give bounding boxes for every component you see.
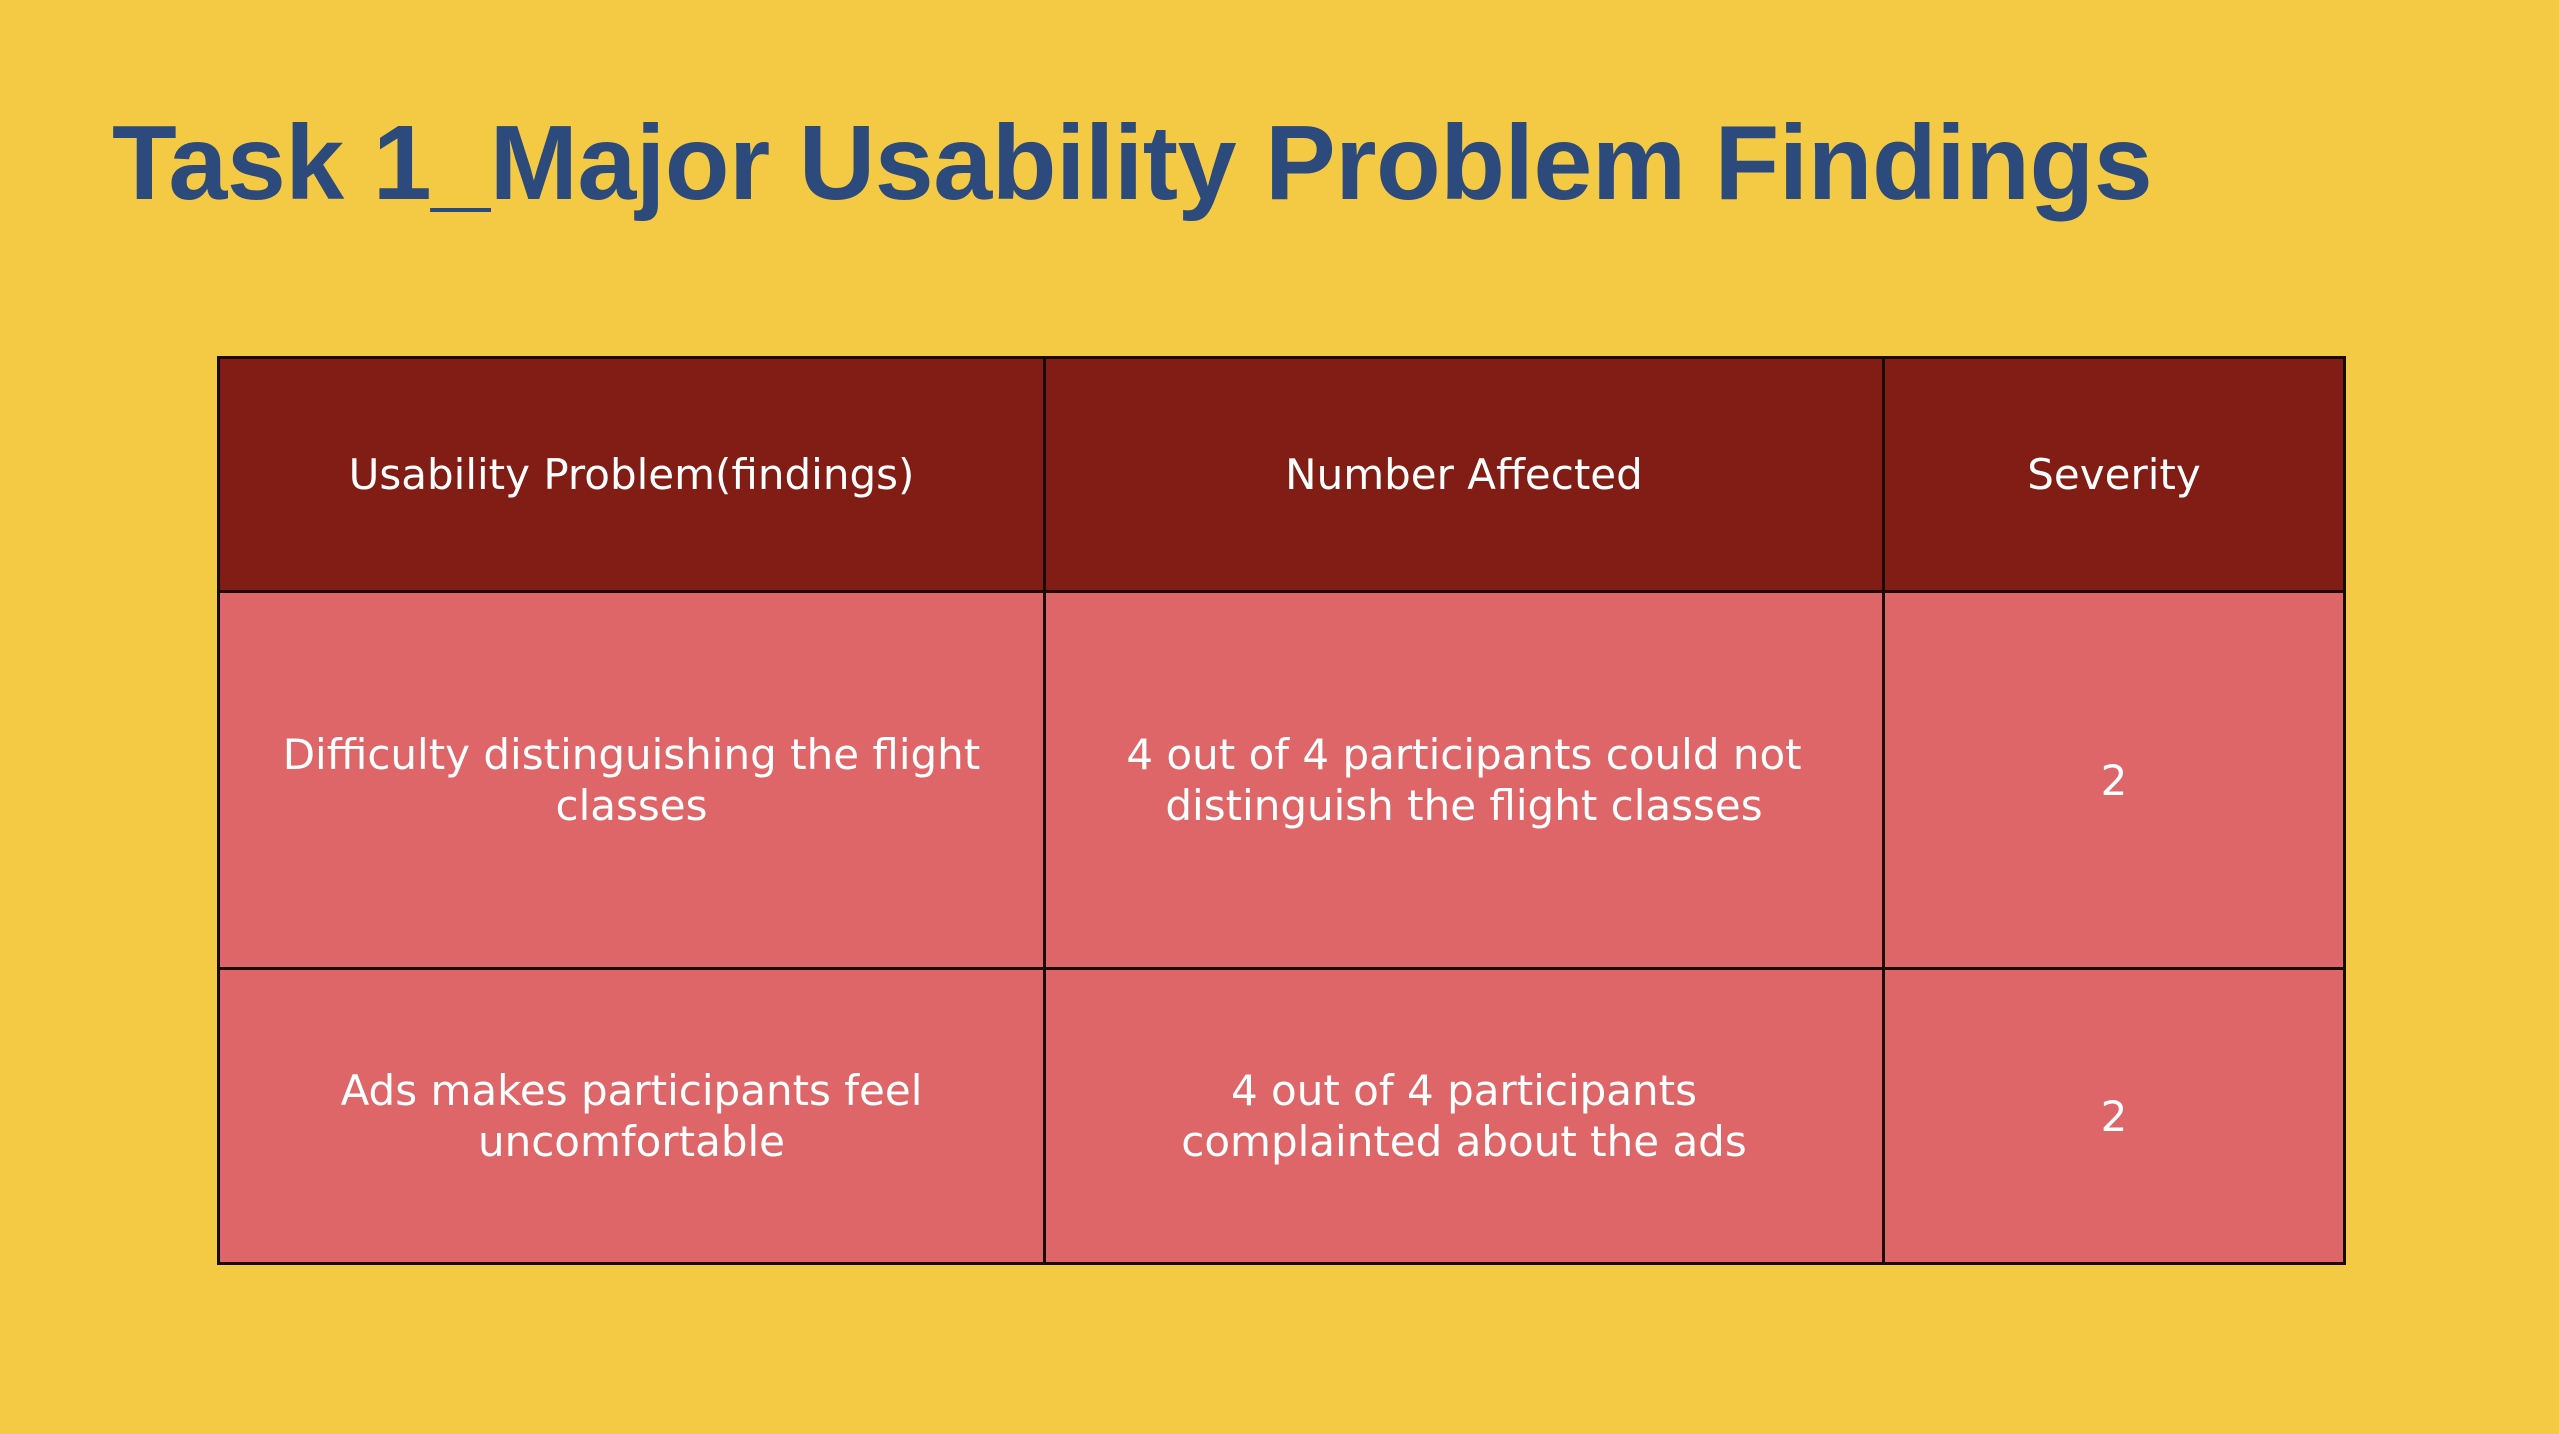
cell-severity: 2: [1882, 590, 2346, 970]
findings-table: Usability Problem(findings) Number Affec…: [217, 356, 2346, 1265]
cell-affected: 4 out of 4 participants could not distin…: [1043, 590, 1885, 970]
cell-problem: Ads makes participants feel uncomfortabl…: [217, 967, 1046, 1265]
header-severity: Severity: [1882, 356, 2346, 593]
cell-severity: 2: [1882, 967, 2346, 1265]
header-usability-problem: Usability Problem(findings): [217, 356, 1046, 593]
cell-affected: 4 out of 4 participants complainted abou…: [1043, 967, 1885, 1265]
slide-title: Task 1_Major Usability Problem Findings: [112, 104, 2153, 222]
cell-problem: Difficulty distinguishing the flight cla…: [217, 590, 1046, 970]
table-row: Difficulty distinguishing the flight cla…: [217, 590, 2346, 970]
header-number-affected: Number Affected: [1043, 356, 1885, 593]
table-header-row: Usability Problem(findings) Number Affec…: [217, 356, 2346, 593]
table-row: Ads makes participants feel uncomfortabl…: [217, 967, 2346, 1265]
